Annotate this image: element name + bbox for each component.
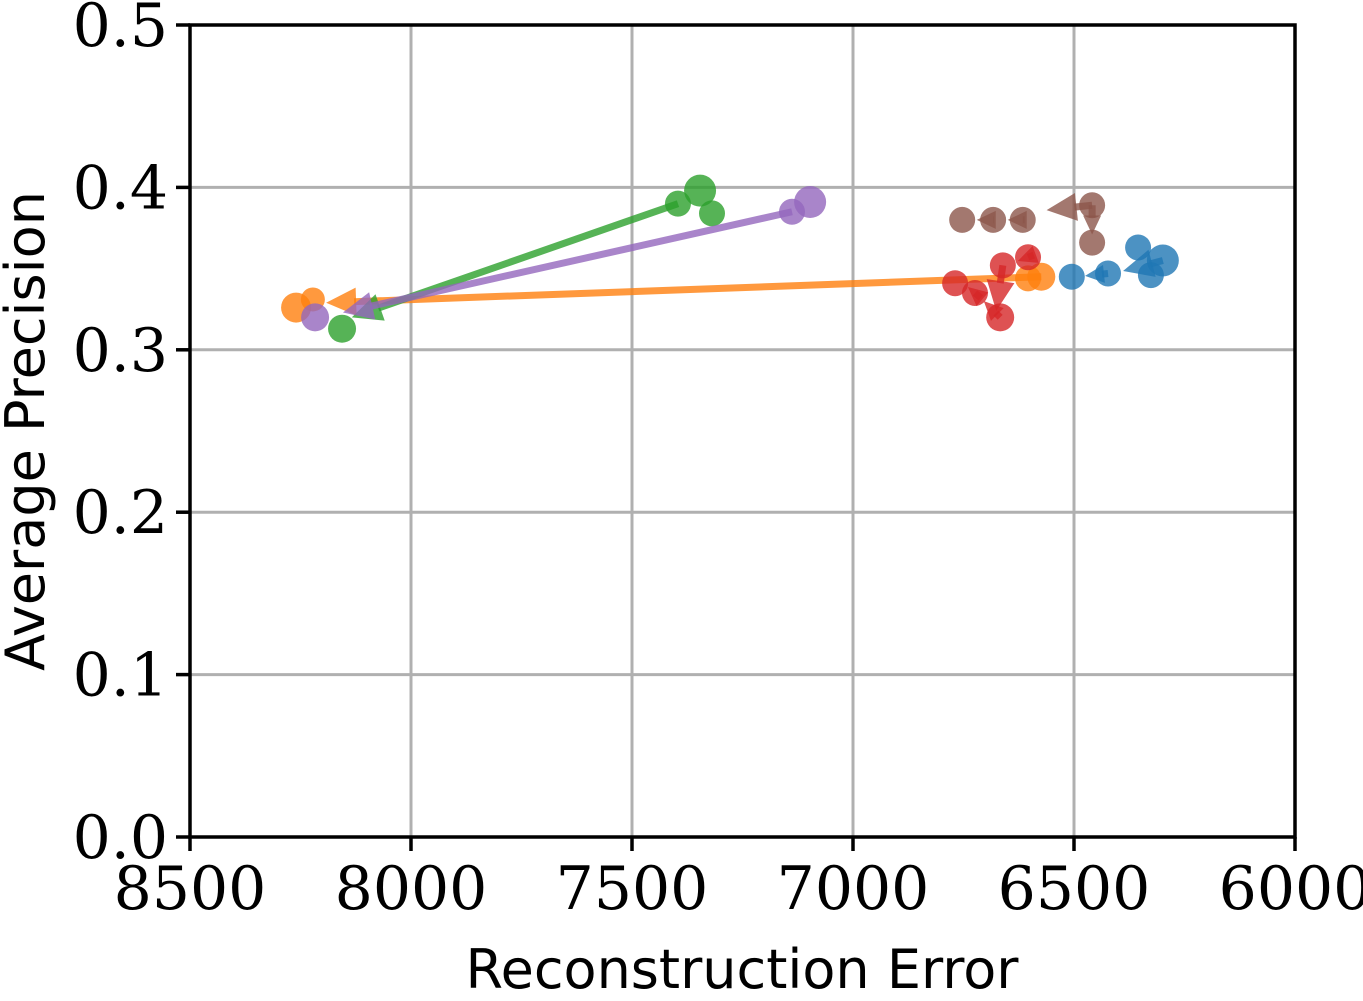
x-tick-label: 7000 — [777, 854, 930, 924]
series-green — [328, 174, 726, 343]
arrow-head — [342, 292, 376, 320]
gridlines — [190, 25, 1295, 837]
x-tick-label: 8500 — [114, 854, 267, 924]
y-tick-label: 0.5 — [73, 0, 168, 61]
series-brown — [949, 192, 1106, 256]
data-point — [684, 174, 717, 207]
y-tick-label: 0.4 — [73, 153, 168, 223]
plot-border — [188, 23, 1297, 839]
arrow-head — [1123, 249, 1156, 277]
data-series — [281, 174, 1179, 343]
series-purple — [301, 186, 827, 332]
series-blue — [1058, 234, 1179, 290]
y-tick-label: 0.3 — [73, 316, 168, 386]
x-tick-label: 8000 — [335, 854, 488, 924]
data-point — [942, 270, 969, 297]
x-axis-label: Reconstruction Error — [466, 938, 1020, 1001]
data-point — [1079, 229, 1106, 256]
arrow-head — [983, 301, 1004, 321]
y-tick-label: 0.1 — [73, 641, 168, 711]
data-point — [328, 314, 357, 343]
y-tick-label: 0.2 — [73, 478, 168, 548]
arrow-head — [967, 286, 989, 307]
x-tick-label: 7500 — [556, 854, 709, 924]
arrow-head — [1083, 215, 1102, 235]
data-point — [301, 303, 330, 332]
data-point — [794, 186, 827, 219]
arrow-head — [1085, 264, 1105, 283]
data-point — [1058, 263, 1085, 290]
arrow-head — [1007, 210, 1027, 229]
trajectory-line — [1149, 257, 1164, 268]
y-axis-label: Average Precision — [0, 191, 57, 671]
x-tick-label: 6000 — [1219, 854, 1363, 924]
axes — [176, 23, 1297, 851]
tick-labels: 8500 8000 7500 7000 6500 6000 0.0 0.1 0.2 0.3 0.4 0… — [73, 0, 1363, 924]
arrow-head — [986, 279, 1015, 311]
arrow-head — [976, 210, 996, 229]
trajectory-line — [996, 264, 1007, 284]
y-tick-label: 0.0 — [73, 803, 168, 873]
data-point — [949, 206, 976, 233]
series-orange — [281, 262, 1056, 323]
series-red — [942, 244, 1042, 332]
arrow-head — [1017, 245, 1039, 263]
trajectory-line — [353, 273, 1042, 306]
x-tick-label: 6500 — [998, 854, 1151, 924]
trajectory-line — [369, 208, 793, 310]
data-point — [699, 200, 726, 227]
arrow-head — [1046, 193, 1078, 221]
